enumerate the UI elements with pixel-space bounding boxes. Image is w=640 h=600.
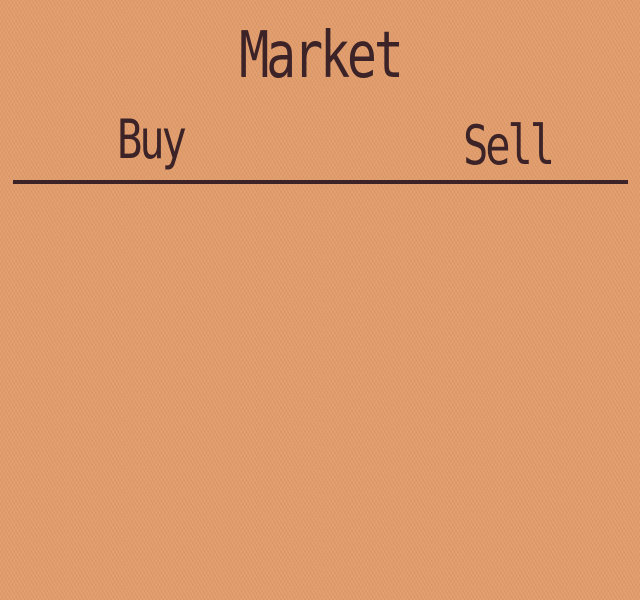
tab-sell[interactable]: Sell xyxy=(463,114,555,177)
market-item-list xyxy=(13,190,628,590)
market-title: Market xyxy=(239,19,404,93)
tab-divider xyxy=(13,180,628,184)
tab-buy[interactable]: Buy xyxy=(117,108,187,171)
